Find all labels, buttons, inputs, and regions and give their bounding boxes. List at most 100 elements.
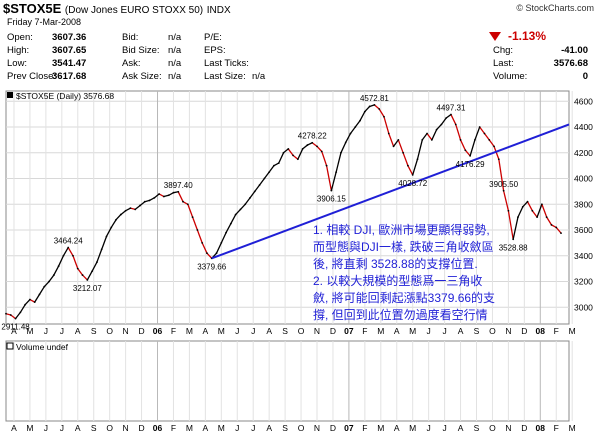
price-segment bbox=[120, 210, 127, 216]
price-segment bbox=[101, 236, 108, 250]
price-panel-frame bbox=[5, 90, 570, 325]
price-segment bbox=[373, 104, 380, 110]
price-segment bbox=[526, 201, 533, 212]
chart-title: $STOX5E (Dow Jones EURO STOXX 50) INDX bbox=[3, 1, 231, 16]
volume-x-tick-label: F bbox=[554, 423, 559, 433]
x-tick-label: 07 bbox=[344, 326, 354, 336]
price-annotation: 3906.15 bbox=[317, 195, 346, 204]
price-point bbox=[234, 213, 237, 216]
price-point bbox=[464, 149, 467, 152]
price-segment bbox=[230, 214, 237, 224]
price-point bbox=[550, 223, 553, 226]
price-segment bbox=[340, 142, 347, 154]
price-point bbox=[450, 113, 452, 116]
x-tick-label: S bbox=[282, 326, 288, 336]
price-point bbox=[311, 141, 314, 144]
quote-label: Bid Size: bbox=[122, 45, 160, 56]
price-segment bbox=[393, 139, 399, 147]
x-tick-label: 06 bbox=[153, 326, 163, 336]
price-segment bbox=[335, 152, 342, 173]
price-segment bbox=[177, 191, 184, 202]
price-segment bbox=[196, 229, 203, 244]
price-point bbox=[24, 303, 27, 306]
price-segment bbox=[215, 242, 222, 254]
x-tick-label: O bbox=[489, 326, 496, 336]
price-point bbox=[421, 139, 424, 141]
price-segment bbox=[273, 162, 280, 167]
change-percent: -1.13% bbox=[508, 29, 547, 43]
quote-label: Bid: bbox=[122, 32, 139, 43]
quote-value: 3576.68 bbox=[553, 58, 588, 69]
x-tick-label: 08 bbox=[536, 326, 546, 336]
price-segment bbox=[91, 261, 98, 272]
price-segment bbox=[105, 227, 112, 237]
volume-legend: Volume undef bbox=[16, 342, 69, 352]
price-point bbox=[172, 191, 175, 194]
x-tick-label: M bbox=[186, 326, 193, 336]
volume-x-tick-label: A bbox=[203, 423, 209, 433]
quote-label: Last: bbox=[493, 58, 514, 69]
price-segment bbox=[168, 192, 174, 196]
exchange: INDX bbox=[206, 5, 231, 16]
price-segment bbox=[115, 214, 122, 221]
price-segment bbox=[125, 207, 131, 212]
price-point bbox=[354, 126, 357, 128]
price-segment bbox=[364, 106, 371, 113]
price-segment bbox=[292, 154, 299, 160]
price-segment bbox=[479, 126, 485, 134]
price-point bbox=[5, 312, 7, 315]
price-annotation: 4028.72 bbox=[398, 179, 427, 188]
price-point bbox=[316, 145, 318, 148]
price-segment bbox=[388, 133, 395, 147]
x-tick-label: J bbox=[427, 326, 431, 336]
price-segment bbox=[10, 314, 16, 320]
quote-label: Volume: bbox=[493, 71, 528, 82]
price-annotation: 2911.48 bbox=[1, 323, 30, 332]
price-point bbox=[521, 205, 524, 208]
y-tick-label: 3000 bbox=[574, 302, 593, 312]
quote-value: 3607.65 bbox=[52, 45, 87, 56]
price-point bbox=[407, 164, 409, 167]
price-point bbox=[29, 298, 31, 301]
quote-label: EPS: bbox=[204, 45, 226, 56]
volume-x-tick-label: M bbox=[377, 423, 384, 433]
volume-x-tick-label: 08 bbox=[536, 423, 546, 433]
price-point bbox=[110, 226, 113, 229]
price-segment bbox=[220, 232, 227, 244]
price-segment bbox=[225, 223, 232, 233]
price-point bbox=[440, 123, 443, 126]
price-point bbox=[220, 242, 223, 244]
commentary-line: 而型態與DJI一樣, 跌破三角收斂區 bbox=[313, 239, 494, 254]
price-point bbox=[129, 207, 132, 210]
commentary-line: 斂, 將可能回剩起漲點3379.66的支 bbox=[313, 290, 495, 305]
x-tick-label: N bbox=[123, 326, 129, 336]
price-segment bbox=[67, 247, 74, 257]
price-segment bbox=[502, 190, 510, 211]
price-segment bbox=[455, 124, 462, 141]
price-point bbox=[392, 145, 395, 148]
price-point bbox=[517, 216, 519, 219]
price-segment bbox=[48, 274, 55, 282]
price-point bbox=[91, 270, 94, 273]
volume-x-tick-label: F bbox=[362, 423, 367, 433]
price-point bbox=[48, 280, 50, 283]
quote-label: Prev Close: bbox=[7, 71, 57, 82]
price-segment bbox=[302, 144, 308, 150]
x-tick-label: A bbox=[75, 326, 81, 336]
price-segment bbox=[383, 116, 390, 134]
price-segment bbox=[206, 252, 213, 259]
price-point bbox=[57, 265, 60, 267]
volume-panel-frame bbox=[5, 340, 570, 422]
volume-x-tick-label: M bbox=[26, 423, 33, 433]
price-point bbox=[105, 235, 108, 238]
copyright: © StockCharts.com bbox=[516, 3, 594, 13]
price-annotation: 3905.50 bbox=[489, 180, 518, 189]
volume-x-tick-label: 06 bbox=[153, 423, 163, 433]
price-point bbox=[474, 139, 476, 141]
price-segment bbox=[43, 281, 50, 288]
y-tick-label: 4400 bbox=[574, 122, 593, 132]
price-point bbox=[43, 285, 46, 288]
price-point bbox=[134, 208, 137, 211]
x-tick-label: J bbox=[251, 326, 255, 336]
price-point bbox=[387, 132, 390, 135]
